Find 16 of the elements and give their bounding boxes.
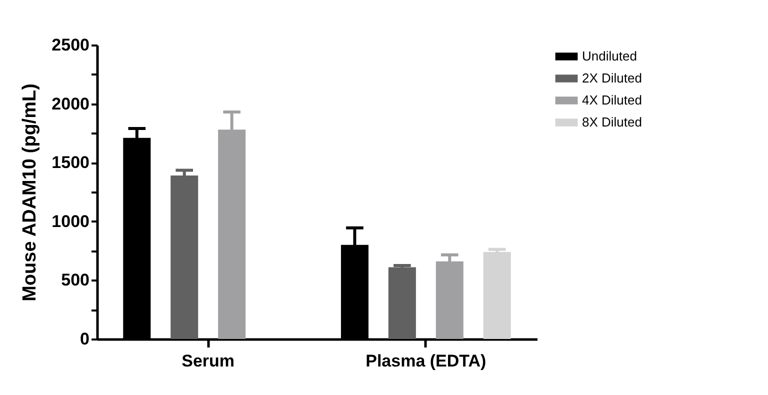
bar (483, 252, 511, 339)
x-tick-label: Serum (182, 352, 235, 370)
y-tick-label: 0 (80, 330, 90, 348)
y-axis-title: Mouse ADAM10 (pg/mL) (20, 84, 41, 302)
x-tick-label: Plasma (EDTA) (366, 352, 486, 370)
legend-label: Undiluted (582, 48, 637, 64)
y-tick-label: 500 (61, 270, 90, 290)
bar (388, 267, 416, 339)
legend-label: 8X Diluted (582, 114, 642, 130)
y-tick-label: 2000 (52, 94, 90, 114)
bar (170, 176, 198, 339)
y-tick-label: 1000 (52, 212, 90, 231)
y-tick-label: 1500 (52, 153, 90, 172)
legend-label: 2X Diluted (582, 70, 642, 86)
y-tick-label: 2500 (52, 36, 90, 54)
legend-label: 4X Diluted (582, 92, 642, 108)
